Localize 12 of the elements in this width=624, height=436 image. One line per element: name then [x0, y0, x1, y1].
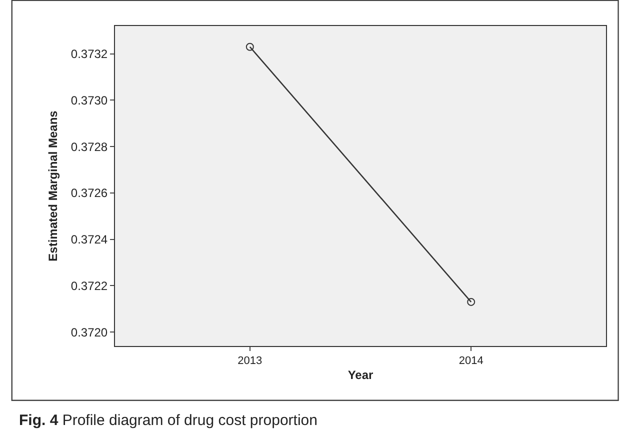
y-tick-label: 0.3722 — [70, 278, 108, 293]
y-tick-label: 0.3732 — [70, 47, 108, 62]
x-tick-label: 2013 — [238, 355, 262, 368]
x-tick-label: 2014 — [458, 355, 484, 368]
y-tick-label: 0.3724 — [70, 232, 108, 247]
y-tick-label: 0.3720 — [70, 325, 108, 340]
x-axis-title: Year — [348, 368, 374, 382]
text: Fig. 4 Profile diagram of drug cost proportion — [19, 412, 318, 429]
y-tick-label: 0.3728 — [70, 140, 108, 154]
y-tick-label: 0.3730 — [70, 93, 108, 108]
y-axis-title: Estimated Marginal Means — [46, 110, 60, 262]
y-tick-label: 0.3726 — [70, 186, 108, 200]
